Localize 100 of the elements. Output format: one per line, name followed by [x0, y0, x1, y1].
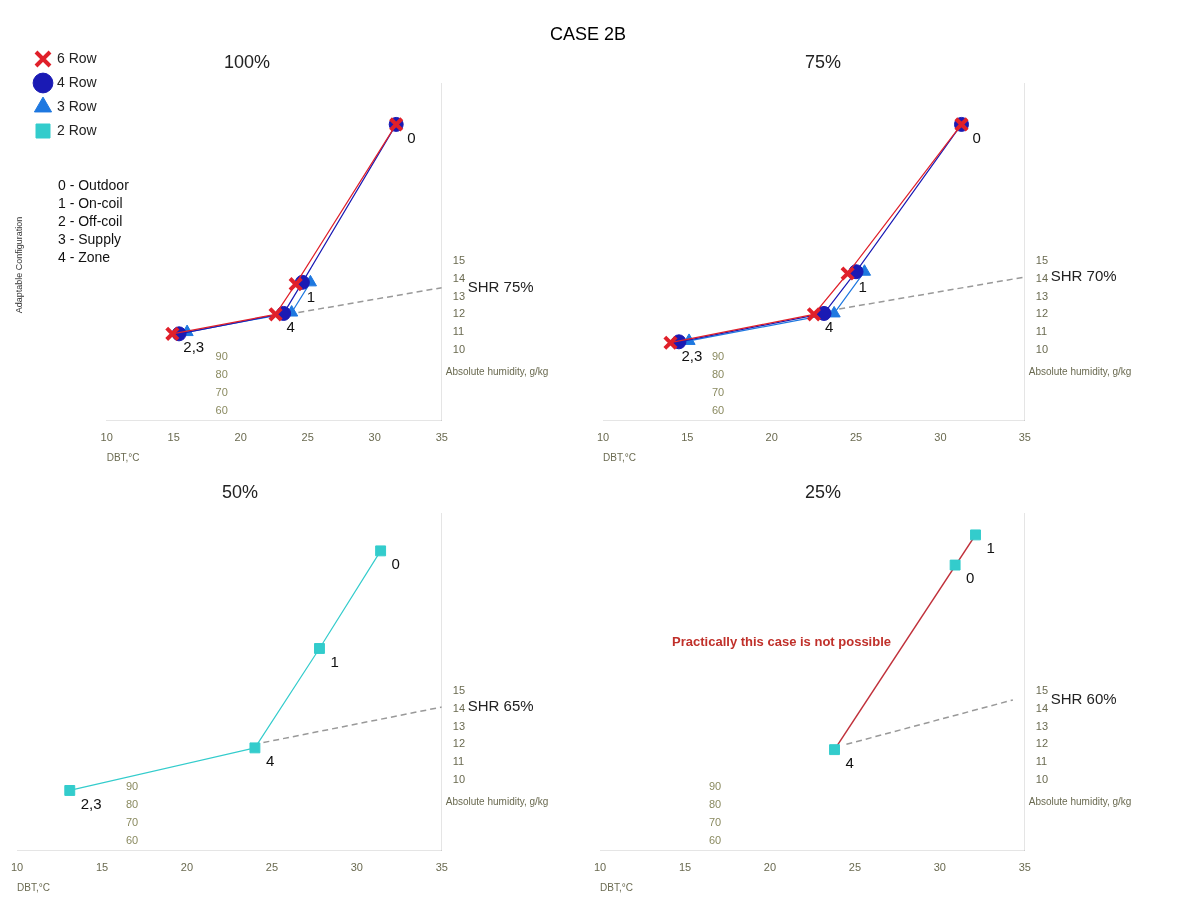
annotation: 80 — [711, 367, 725, 380]
y-axis-title: Absolute humidity, g/kg — [1028, 795, 1132, 807]
annotation: 2 - Off-coil — [58, 212, 124, 230]
y-tick-label: 12 — [1035, 737, 1049, 750]
x-tick-label: 20 — [763, 861, 777, 874]
x-tick-label: 10 — [596, 431, 610, 444]
annotation: 60 — [125, 833, 139, 846]
y-axis-title: Absolute humidity, g/kg — [445, 795, 549, 807]
annotation: 3 - Supply — [58, 230, 123, 248]
annotation: 60 — [711, 403, 725, 416]
y-tick-label: 15 — [452, 254, 466, 267]
annotation: 90 — [711, 349, 725, 362]
x-axis-title: DBT,°C — [603, 451, 636, 463]
y-tick-label: 12 — [452, 737, 466, 750]
text: SHR 60% — [1050, 690, 1117, 708]
legend-label: 3 Row — [57, 97, 98, 114]
annotation: 1 — [330, 652, 339, 670]
y-tick-label: 14 — [452, 701, 466, 714]
annotation: 90 — [708, 779, 722, 792]
y-tick-label: 13 — [1035, 719, 1049, 732]
y-tick-label: 10 — [1035, 772, 1049, 785]
y-tick-label: 14 — [1035, 701, 1049, 714]
annotation: 1 - On-coil — [58, 194, 124, 212]
x-tick-label: 15 — [167, 431, 180, 444]
annotation: 1 — [986, 539, 995, 557]
annotation: 0 — [972, 128, 981, 146]
x-tick-label: 30 — [350, 861, 363, 874]
x-tick-label: 30 — [368, 431, 381, 444]
x-tick-label: 25 — [301, 431, 314, 444]
y-tick-label: 11 — [452, 325, 465, 338]
annotation: 4 — [845, 753, 854, 771]
legend-label: 2 Row — [57, 121, 98, 138]
x-tick-label: 25 — [849, 431, 863, 444]
annotation: 80 — [708, 797, 722, 810]
legend-title: Adaptable Configuration — [14, 216, 25, 314]
x-tick-label: 10 — [100, 431, 113, 444]
annotation: 2,3 — [183, 337, 205, 355]
y-tick-label: 12 — [1035, 307, 1049, 320]
annotation: 4 - Zone — [58, 248, 112, 266]
x-tick-label: 15 — [681, 431, 694, 444]
y-tick-label: 13 — [452, 719, 466, 732]
annotation: 2,3 — [681, 346, 703, 364]
y-axis-title: Absolute humidity, g/kg — [445, 365, 549, 377]
annotation: 0 — [407, 128, 416, 146]
y-tick-label: 11 — [1035, 325, 1048, 338]
y-tick-label: 11 — [1035, 755, 1048, 768]
annotation: 1 — [858, 277, 867, 295]
x-tick-label: 20 — [234, 431, 247, 444]
chart-title: 50% — [221, 481, 259, 502]
x-tick-label: 20 — [765, 431, 778, 444]
annotation: 70 — [711, 385, 725, 398]
x-axis-title: DBT,°C — [17, 881, 51, 893]
x-tick-label: 15 — [678, 861, 692, 874]
legend-label: 6 Row — [57, 49, 98, 66]
y-tick-label: 15 — [1035, 684, 1049, 697]
annotation: 90 — [125, 779, 139, 792]
y-tick-label: 14 — [452, 271, 466, 284]
y-tick-label: 13 — [1035, 289, 1049, 302]
y-tick-label: 10 — [452, 772, 466, 785]
annotation: 70 — [215, 385, 228, 398]
series-label: SHR 75% — [467, 277, 534, 295]
annotation: 4 — [265, 752, 275, 770]
annotation: 70 — [708, 815, 722, 828]
chart-title: 25% — [804, 481, 842, 502]
y-tick-label: 15 — [1035, 254, 1049, 267]
y-tick-label: 12 — [452, 307, 466, 320]
x-tick-label: 10 — [10, 861, 24, 874]
text: CASE 2B — [548, 24, 627, 45]
legend-label: 4 Row — [57, 73, 98, 90]
series-label: SHR 70% — [1050, 267, 1117, 285]
annotation: 90 — [215, 349, 228, 362]
x-axis-title: DBT,°C — [600, 881, 634, 893]
y-tick-label: 13 — [452, 289, 466, 302]
x-tick-label: 10 — [593, 861, 607, 874]
annotation: 1 — [306, 288, 316, 306]
y-tick-label: 15 — [452, 684, 466, 697]
chart-title: 100% — [223, 51, 271, 72]
annotation: 80 — [125, 797, 139, 810]
x-axis-title: DBT,°C — [106, 451, 140, 463]
x-tick-label: 35 — [435, 431, 448, 444]
y-tick-label: 11 — [452, 755, 465, 768]
annotation: 4 — [286, 318, 295, 336]
annotation: 0 — [966, 569, 975, 587]
x-tick-label: 25 — [265, 861, 279, 874]
x-tick-label: 30 — [934, 431, 947, 444]
x-tick-label: 30 — [933, 861, 946, 874]
annotation: 80 — [215, 367, 228, 380]
annotation: 60 — [215, 403, 228, 416]
y-tick-label: 14 — [1035, 271, 1049, 284]
x-tick-label: 35 — [1018, 861, 1031, 874]
x-tick-label: 15 — [95, 861, 109, 874]
y-axis-title: Absolute humidity, g/kg — [1028, 365, 1132, 377]
x-tick-label: 35 — [1018, 431, 1031, 444]
annotation: 2,3 — [80, 794, 102, 812]
y-tick-label: 10 — [1035, 342, 1049, 355]
x-tick-label: 35 — [435, 861, 448, 874]
chart-title: 75% — [804, 51, 842, 72]
annotation: 0 — [391, 555, 400, 573]
x-tick-label: 25 — [848, 861, 862, 874]
y-tick-label: 10 — [452, 342, 466, 355]
